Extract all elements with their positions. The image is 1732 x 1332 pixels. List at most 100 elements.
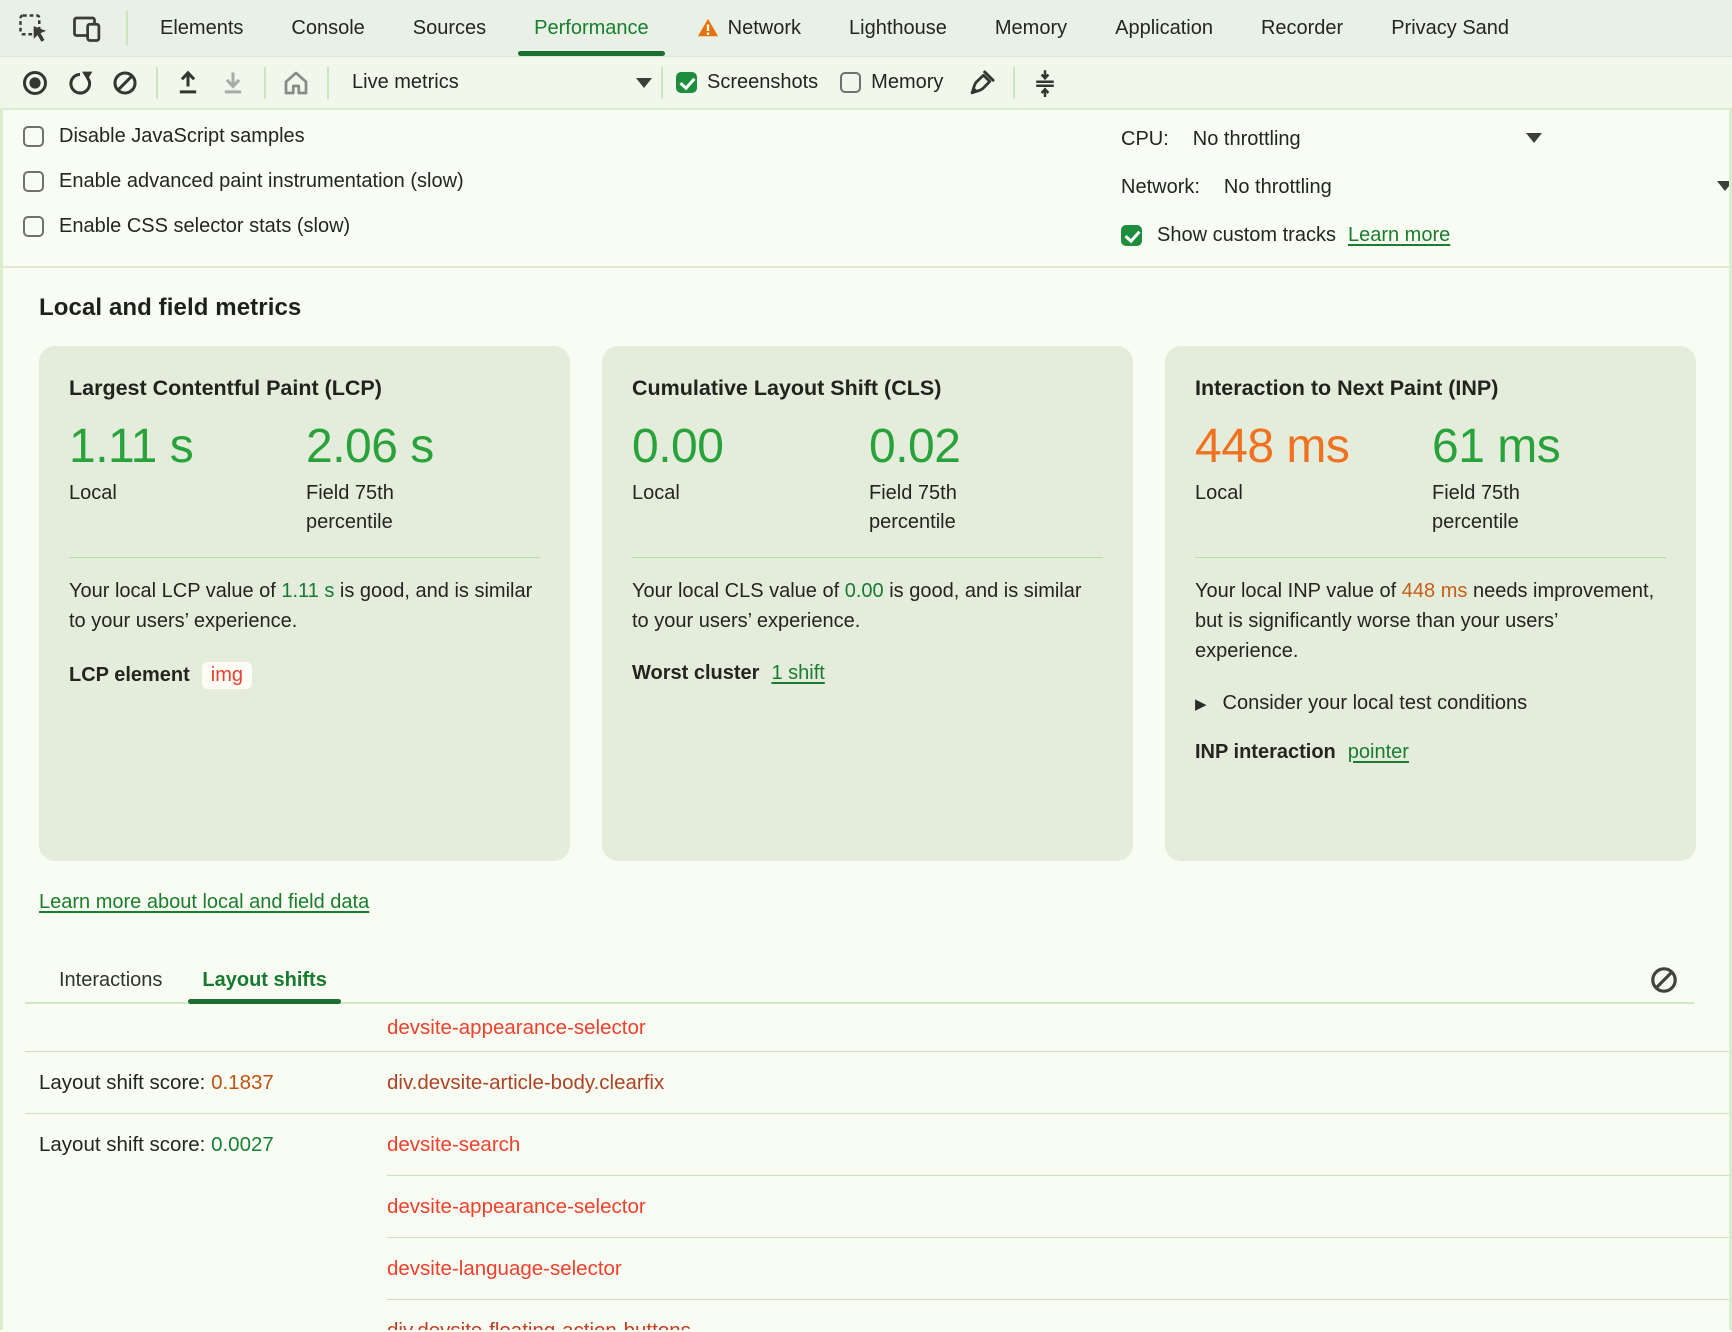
record-and-reload-button[interactable] bbox=[63, 66, 97, 100]
cls-card: Cumulative Layout Shift (CLS) 0.00 Local… bbox=[602, 346, 1133, 861]
tab-lighthouse[interactable]: Lighthouse bbox=[846, 0, 950, 56]
layout-shift-row: devsite-language-selector bbox=[25, 1238, 1729, 1300]
chevron-down-icon[interactable] bbox=[1717, 181, 1732, 191]
tab-recorder[interactable]: Recorder bbox=[1258, 0, 1346, 56]
node-link[interactable]: div.devsite-floating-action-buttons bbox=[387, 1319, 691, 1330]
lcp-field-value: 2.06 s bbox=[306, 421, 436, 473]
layout-shift-score-label: Layout shift score: bbox=[39, 1071, 205, 1094]
inp-interaction-label: INP interaction bbox=[1195, 741, 1336, 764]
gc-brush-icon[interactable] bbox=[965, 66, 999, 100]
field-percentile-label: Field 75th percentile bbox=[306, 479, 436, 537]
chevron-down-icon[interactable] bbox=[1526, 133, 1542, 143]
live-metrics-dropdown[interactable]: Live metrics bbox=[352, 71, 652, 94]
devtools-window: Elements Console Sources Performance Net… bbox=[0, 0, 1732, 1330]
node-link[interactable]: devsite-appearance-selector bbox=[387, 1195, 646, 1219]
toolbar-separator bbox=[661, 67, 663, 99]
inp-interaction-link[interactable]: pointer bbox=[1348, 741, 1409, 764]
performance-toolbar: Live metrics Screenshots Memory bbox=[0, 57, 1732, 110]
inp-local-value: 448 ms bbox=[1195, 421, 1432, 473]
layout-shift-score-value: 0.1837 bbox=[211, 1071, 274, 1094]
cpu-throttling-row: CPU: No throttling bbox=[1121, 126, 1729, 152]
record-button[interactable] bbox=[18, 66, 52, 100]
layout-shift-score-value: 0.0027 bbox=[211, 1133, 274, 1156]
cls-card-title: Cumulative Layout Shift (CLS) bbox=[632, 376, 1103, 401]
tab-application[interactable]: Application bbox=[1112, 0, 1216, 56]
disable-js-samples-label: Disable JavaScript samples bbox=[59, 125, 305, 148]
tab-network[interactable]: Network bbox=[694, 0, 804, 56]
local-test-conditions-disclosure[interactable]: ▶ Consider your local test conditions bbox=[1195, 692, 1666, 715]
toolbar-separator bbox=[327, 67, 329, 99]
inp-card-title: Interaction to Next Paint (INP) bbox=[1195, 376, 1666, 401]
disable-js-samples-checkbox[interactable] bbox=[23, 126, 44, 147]
local-label: Local bbox=[632, 479, 762, 508]
home-icon[interactable] bbox=[279, 66, 313, 100]
tab-sources[interactable]: Sources bbox=[410, 0, 489, 56]
tab-memory[interactable]: Memory bbox=[992, 0, 1070, 56]
field-percentile-label: Field 75th percentile bbox=[869, 479, 999, 537]
save-profile-icon[interactable] bbox=[171, 66, 205, 100]
show-custom-tracks-label: Show custom tracks bbox=[1157, 224, 1336, 247]
capture-settings-left: Disable JavaScript samples Enable advanc… bbox=[23, 125, 464, 248]
node-link[interactable]: devsite-appearance-selector bbox=[387, 1016, 646, 1040]
advanced-paint-label: Enable advanced paint instrumentation (s… bbox=[59, 170, 464, 193]
load-profile-icon[interactable] bbox=[216, 66, 250, 100]
tab-privacy-sandbox[interactable]: Privacy Sand bbox=[1388, 0, 1512, 56]
cls-local-value: 0.00 bbox=[632, 421, 869, 473]
clear-log-icon[interactable] bbox=[1648, 964, 1680, 996]
node-link[interactable]: div.devsite-article-body.clearfix bbox=[387, 1071, 664, 1095]
network-throttling-select[interactable]: No throttling bbox=[1224, 176, 1332, 199]
tab-layout-shifts[interactable]: Layout shifts bbox=[202, 958, 326, 1002]
card-divider bbox=[632, 557, 1103, 558]
performance-panel-content: Disable JavaScript samples Enable advanc… bbox=[0, 110, 1732, 1330]
lcp-card-title: Largest Contentful Paint (LCP) bbox=[69, 376, 540, 401]
css-selector-stats-checkbox[interactable] bbox=[23, 216, 44, 237]
worst-cluster-label: Worst cluster bbox=[632, 662, 759, 685]
tab-elements[interactable]: Elements bbox=[157, 0, 246, 56]
tab-console[interactable]: Console bbox=[288, 0, 367, 56]
show-custom-tracks-checkbox[interactable] bbox=[1121, 225, 1142, 246]
node-link[interactable]: devsite-search bbox=[387, 1133, 520, 1157]
advanced-paint-row: Enable advanced paint instrumentation (s… bbox=[23, 170, 464, 193]
lcp-description: Your local LCP value of 1.11 s is good, … bbox=[69, 576, 540, 636]
custom-tracks-learn-more-link[interactable]: Learn more bbox=[1348, 224, 1450, 247]
toolbar-separator bbox=[264, 67, 266, 99]
tab-interactions[interactable]: Interactions bbox=[59, 958, 162, 1002]
show-custom-tracks-row: Show custom tracks Learn more bbox=[1121, 222, 1729, 248]
lcp-element-node-link[interactable]: img bbox=[202, 662, 252, 689]
field-data-learn-more-link[interactable]: Learn more about local and field data bbox=[39, 891, 369, 914]
tab-performance[interactable]: Performance bbox=[531, 0, 652, 56]
cpu-throttling-select[interactable]: No throttling bbox=[1193, 128, 1301, 151]
cls-field-value: 0.02 bbox=[869, 421, 999, 473]
lcp-card: Largest Contentful Paint (LCP) 1.11 s Lo… bbox=[39, 346, 570, 861]
layout-shift-row: div.devsite-floating-action-buttons bbox=[25, 1300, 1729, 1330]
inp-card: Interaction to Next Paint (INP) 448 ms L… bbox=[1165, 346, 1696, 861]
tab-strip: Elements Console Sources Performance Net… bbox=[136, 0, 1732, 56]
screenshots-checkbox[interactable] bbox=[676, 72, 697, 93]
metrics-section-heading: Local and field metrics bbox=[39, 294, 1729, 322]
layout-shift-score-label: Layout shift score: bbox=[39, 1133, 205, 1156]
live-metrics-view: Local and field metrics Largest Contentf… bbox=[3, 268, 1729, 914]
toolbar-separator bbox=[1013, 67, 1015, 99]
layout-shift-row: devsite-appearance-selector bbox=[25, 1176, 1729, 1238]
collapse-icon[interactable] bbox=[1028, 66, 1062, 100]
network-throttling-row: Network: No throttling bbox=[1121, 174, 1729, 200]
cpu-label: CPU: bbox=[1121, 128, 1169, 151]
memory-checkbox[interactable] bbox=[840, 72, 861, 93]
device-toolbar-icon[interactable] bbox=[72, 13, 102, 43]
chevron-down-icon bbox=[636, 78, 652, 88]
css-selector-stats-row: Enable CSS selector stats (slow) bbox=[23, 215, 464, 238]
network-warning-icon bbox=[697, 17, 719, 39]
clear-button[interactable] bbox=[108, 66, 142, 100]
worst-cluster-link[interactable]: 1 shift bbox=[771, 662, 824, 685]
layout-shift-row: devsite-appearance-selector bbox=[25, 1004, 1729, 1052]
live-metrics-label: Live metrics bbox=[352, 71, 459, 94]
local-label: Local bbox=[1195, 479, 1325, 508]
live-metrics-log: Interactions Layout shifts devsite-appea… bbox=[25, 958, 1729, 1330]
local-label: Local bbox=[69, 479, 199, 508]
field-percentile-label: Field 75th percentile bbox=[1432, 479, 1562, 537]
inspect-icon[interactable] bbox=[18, 13, 48, 43]
screenshots-label: Screenshots bbox=[707, 71, 818, 94]
advanced-paint-checkbox[interactable] bbox=[23, 171, 44, 192]
node-link[interactable]: devsite-language-selector bbox=[387, 1257, 622, 1281]
inp-description: Your local INP value of 448 ms needs imp… bbox=[1195, 576, 1666, 666]
